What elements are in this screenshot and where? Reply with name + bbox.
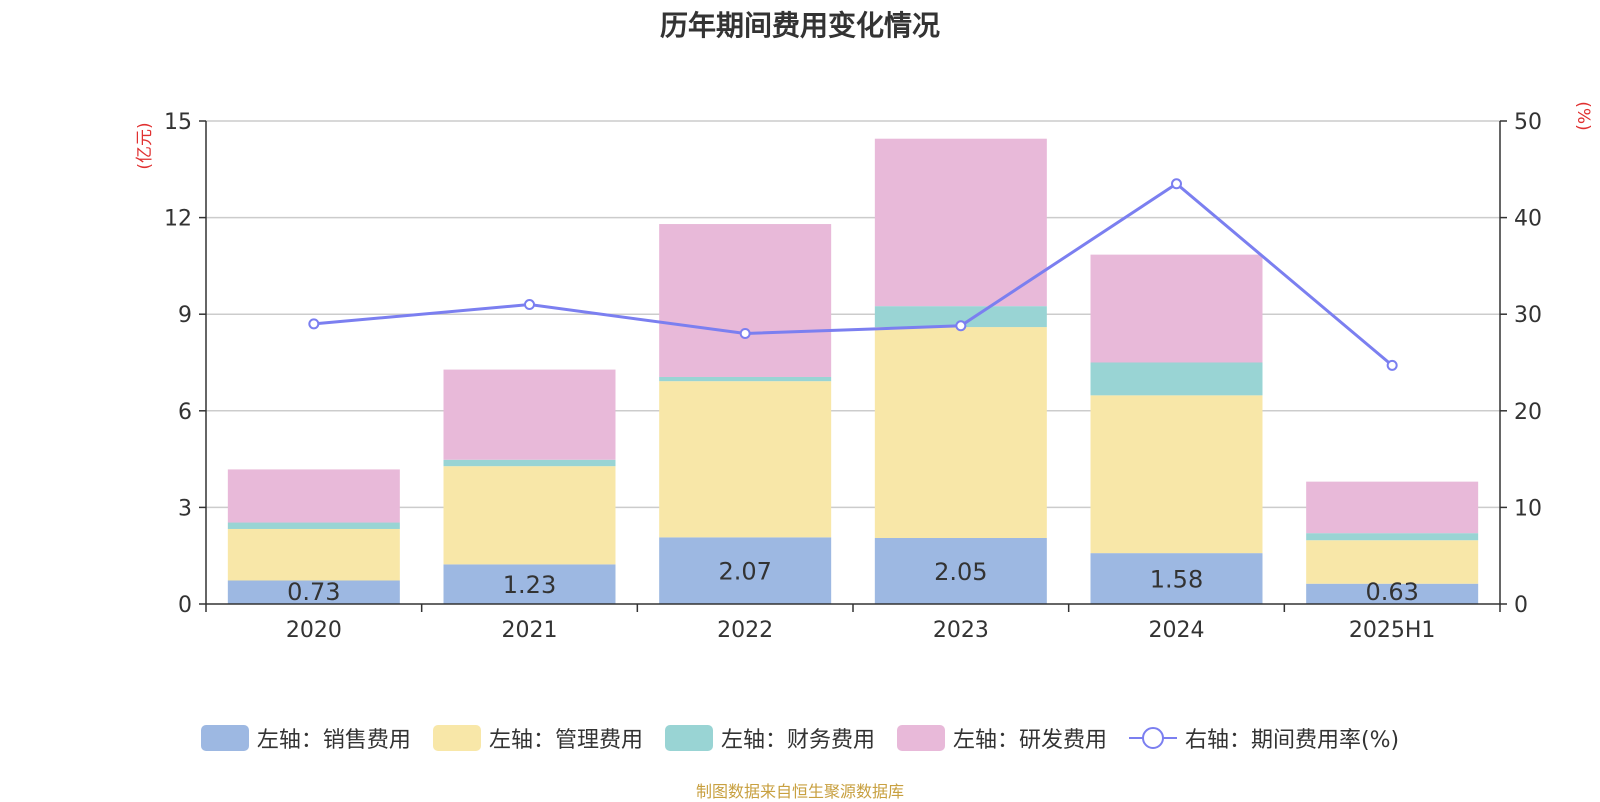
rate-point <box>308 318 320 330</box>
legend-label: 左轴：销售费用 <box>256 728 411 753</box>
right-axis-tick-label: 10 <box>1514 496 1542 521</box>
sales-data-label: 2.07 <box>718 558 771 586</box>
left-axis-unit-label: (亿元) <box>135 122 155 169</box>
legend-item[interactable]: 左轴：财务费用 <box>664 722 875 754</box>
sales-data-label: 1.23 <box>503 571 556 599</box>
legend-label: 右轴：期间费用率(%) <box>1184 728 1400 753</box>
sales-data-label: 1.58 <box>1150 566 1203 594</box>
x-axis-tick-label: 2025H1 <box>1349 618 1436 643</box>
finance-bar-segment <box>443 459 616 467</box>
rate-point <box>524 299 535 311</box>
rate-point <box>739 328 751 340</box>
legend-line-swatch <box>1128 727 1177 749</box>
admin-bar-segment <box>1306 540 1479 584</box>
legend-item[interactable]: 左轴：销售费用 <box>200 722 411 754</box>
rd-bar-segment <box>659 224 832 377</box>
x-axis-tick-label: 2020 <box>286 618 342 643</box>
legend-label: 左轴：研发费用 <box>952 728 1107 753</box>
right-axis-tick-label: 40 <box>1514 207 1542 232</box>
legend-label: 左轴：财务费用 <box>720 728 875 753</box>
sales-bar-segment <box>443 564 616 604</box>
chart-legend: 左轴：销售费用 左轴：管理费用 左轴：财务费用 左轴：研发费用 右轴：期间费用率(%) <box>0 720 1600 756</box>
sales-bar-segment <box>659 537 832 604</box>
x-axis-tick-label: 2023 <box>933 618 989 643</box>
data-source-note: 制图数据来自恒生聚源数据库 <box>695 782 904 801</box>
rate-point <box>1386 359 1398 371</box>
admin-bar-segment <box>874 327 1047 538</box>
finance-bar-segment <box>659 376 832 382</box>
legend-item[interactable]: 左轴：研发费用 <box>896 722 1107 754</box>
rd-bar-segment <box>227 469 400 523</box>
legend-item[interactable]: 左轴：管理费用 <box>432 722 643 754</box>
admin-bar-segment <box>659 381 832 538</box>
finance-bar-segment <box>1090 362 1263 396</box>
right-axis-tick-label: 0 <box>1514 593 1528 618</box>
rate-point <box>955 320 967 332</box>
legend-item[interactable]: 右轴：期间费用率(%) <box>1128 722 1400 754</box>
rd-bar-segment <box>1090 254 1263 363</box>
finance-bar-segment <box>227 522 400 529</box>
chart-title: 历年期间费用变化情况 <box>659 9 940 42</box>
x-axis-tick-label: 2021 <box>502 618 558 643</box>
sales-data-label: 0.73 <box>287 578 340 606</box>
legend-swatch <box>200 725 249 751</box>
sales-bar-segment <box>1306 583 1479 604</box>
sales-bar-segment <box>1090 553 1263 604</box>
left-axis-tick-label: 3 <box>178 496 192 521</box>
finance-bar-segment <box>1306 533 1479 541</box>
rd-bar-segment <box>443 369 616 460</box>
sales-bar-segment <box>227 580 400 604</box>
right-axis-tick-label: 30 <box>1514 303 1542 328</box>
rd-bar-segment <box>874 138 1047 307</box>
finance-bar-segment <box>874 306 1047 328</box>
rate-line <box>313 181 1394 367</box>
admin-bar-segment <box>443 466 616 565</box>
rd-bar-segment <box>1306 481 1479 534</box>
chart-canvas: 0 3 6 9 12 15 0 10 20 30 40 50 (亿元) (%) 0.73 1.23 2.07 2.… <box>135 101 1593 643</box>
admin-bar-segment <box>1090 395 1263 554</box>
left-axis-tick-label: 15 <box>164 110 192 135</box>
x-axis-tick-label: 2024 <box>1149 618 1205 643</box>
right-axis-tick-label: 20 <box>1514 400 1542 425</box>
x-axis-tick-label: 2022 <box>717 618 773 643</box>
right-axis-tick-label: 50 <box>1514 110 1542 135</box>
sales-data-label: 2.05 <box>934 558 987 586</box>
legend-label: 左轴：管理费用 <box>488 728 643 753</box>
rate-point <box>1171 178 1182 190</box>
right-axis-unit-label: (%) <box>1573 101 1593 130</box>
left-axis-tick-label: 9 <box>178 303 192 328</box>
left-axis-tick-label: 6 <box>178 400 192 425</box>
legend-swatch <box>896 725 945 751</box>
legend-swatch <box>432 725 481 751</box>
sales-data-label: 0.63 <box>1365 578 1418 606</box>
legend-swatch <box>664 725 713 751</box>
admin-bar-segment <box>227 528 400 581</box>
left-axis-tick-label: 12 <box>164 207 192 232</box>
left-axis-tick-label: 0 <box>178 593 192 618</box>
sales-bar-segment <box>874 537 1047 604</box>
